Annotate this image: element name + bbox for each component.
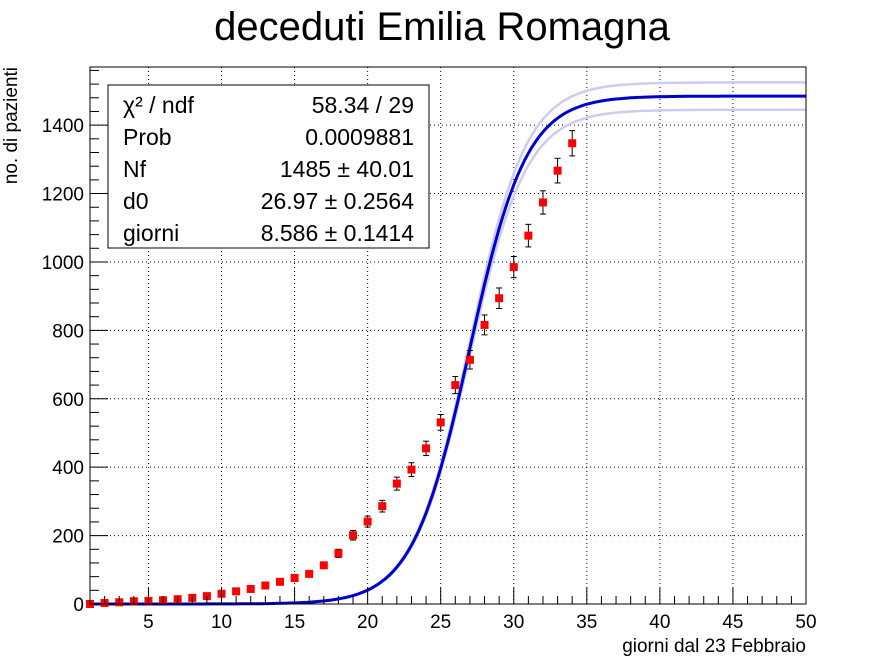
stats-row-label: Nf: [123, 156, 147, 182]
data-point: [451, 381, 460, 390]
x-tick-label: 30: [503, 612, 524, 633]
y-tick-label: 1400: [42, 116, 84, 137]
grid: [90, 67, 806, 604]
data-point: [319, 561, 328, 570]
x-tick-label: 20: [357, 612, 378, 633]
data-point: [422, 444, 431, 453]
axis-ticks: [89, 69, 807, 605]
data-point: [465, 355, 474, 364]
stats-row-value: 26.97 ± 0.2564: [261, 188, 415, 214]
x-tick-label: 5: [143, 612, 154, 633]
data-point: [349, 531, 358, 540]
x-tick-label: 40: [649, 612, 670, 633]
x-tick-label: 15: [284, 612, 305, 633]
stats-row-value: 1485 ± 40.01: [280, 156, 414, 182]
x-tick-label: 50: [795, 612, 816, 633]
data-point: [407, 465, 416, 474]
stats-row-label: Prob: [123, 124, 172, 150]
y-tick-label: 0: [73, 595, 84, 616]
data-point: [436, 418, 445, 427]
data-point: [378, 502, 387, 511]
x-tick-label: 35: [576, 612, 597, 633]
y-tick-label: 600: [52, 390, 84, 411]
x-tick-label: 45: [722, 612, 743, 633]
stats-row-label: d0: [123, 188, 149, 214]
data-point: [246, 584, 255, 593]
y-tick-label: 1000: [42, 253, 84, 274]
data-point: [290, 574, 299, 583]
stats-row-value: 0.0009881: [305, 124, 414, 150]
data-point: [538, 198, 547, 207]
data-point: [568, 139, 577, 148]
plot-frame: [89, 66, 807, 605]
data-point: [232, 587, 241, 596]
stats-row-label: giorni: [123, 220, 179, 246]
y-tick-label: 200: [52, 527, 84, 548]
y-axis-label: no. di pazienti: [1, 67, 22, 184]
data-point: [305, 569, 314, 578]
x-tick-label: 10: [211, 612, 232, 633]
stats-box-frame: [107, 84, 430, 249]
y-tick-label: 400: [52, 458, 84, 479]
data-point: [524, 231, 533, 240]
stats-row-value: 8.586 ± 0.1414: [261, 220, 415, 246]
y-tick-label: 800: [52, 321, 84, 342]
data-point: [275, 577, 284, 586]
fit-stats-box: χ² / ndf 58.34 / 29 Prob 0.0009881 Nf 1485 ± …: [107, 84, 430, 249]
data-point: [480, 320, 489, 329]
data-point: [509, 263, 518, 272]
stats-row-label: χ² / ndf: [123, 92, 194, 118]
data-point: [553, 166, 562, 175]
data-point: [392, 479, 401, 488]
data-point: [261, 581, 270, 590]
data-point: [334, 549, 343, 558]
x-tick-label: 25: [430, 612, 451, 633]
y-axis-tick-labels: 0 200 400 600 800 1000 1200 1400: [42, 116, 84, 616]
data-point: [495, 294, 504, 303]
x-axis-label: giorni dal 23 Febbraio: [622, 636, 806, 657]
x-axis-tick-labels: 5 10 15 20 25 30 35 40 45 50: [143, 612, 816, 633]
chart-title: deceduti Emilia Romagna: [214, 5, 671, 49]
y-tick-label: 1200: [42, 185, 84, 206]
data-point: [363, 517, 372, 526]
stats-row-value: 58.34 / 29: [312, 92, 414, 118]
